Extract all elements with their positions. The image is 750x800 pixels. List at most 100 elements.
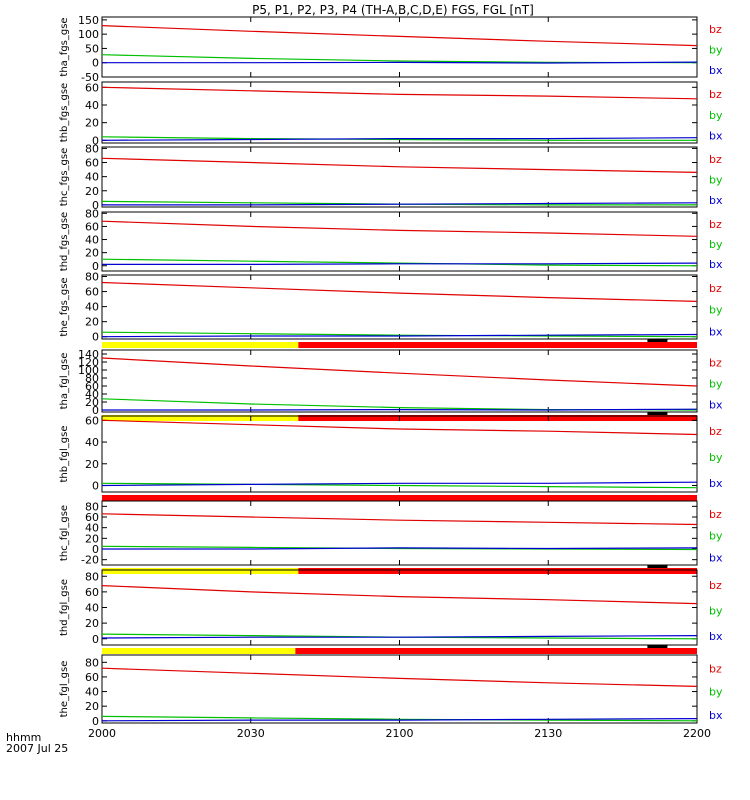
mode-bar-marker [647,645,668,648]
time-axis: 2000 2030 2100 2130 2200 [88,727,711,740]
y-tick-label: 20 [85,316,99,329]
legend-bz: bz [709,282,722,295]
series-line-by [101,54,698,64]
legend-bx: bx [709,194,723,207]
y-tick-label: 0 [92,57,99,70]
series-line-by [101,331,698,338]
series-line-bz [101,281,698,302]
panel-frame [101,569,698,646]
panel-frame [101,274,698,340]
series-line-by [101,715,698,722]
series-line-bx [101,717,698,722]
y-tick-label: 20 [85,458,99,471]
y-tick-label: 60 [85,380,99,393]
y-tick-label: 0 [92,715,99,728]
mode-bar-marker [647,565,668,568]
series-line-bz [101,157,698,173]
y-tick-label: 0 [92,134,99,147]
y-tick-label: -20 [81,554,99,567]
series-line-bx [102,547,698,550]
y-tick-label: 150 [78,14,99,27]
series-line-bx [102,408,698,411]
series-line-by [101,482,698,489]
y-tick-label: 20 [85,247,99,260]
plot-title: P5, P1, P2, P3, P4 (TH-A,B,C,D,E) FGS, F… [252,3,534,17]
legend-bx: bx [709,709,723,722]
y-tick-label: 60 [85,286,99,299]
y-tick-label: 40 [85,686,99,699]
y-tick-label: 80 [85,142,99,155]
panel-frame [101,415,698,493]
legend-by: by [709,43,723,56]
series-line-by [101,136,697,141]
y-tick-label: 60 [85,414,99,427]
legend-bz: bz [709,23,722,36]
y-tick-label: 40 [85,436,99,449]
y-tick-label: 20 [85,396,99,409]
legend-bz: bz [709,508,722,521]
legend-bz: bz [709,218,722,231]
legend-by: by [709,238,723,251]
legend-bz: bz [709,153,722,166]
y-tick-label: 40 [85,522,99,535]
y-tick-label: 60 [85,586,99,599]
series-line-bx [102,262,698,265]
y-tick-label: 40 [85,171,99,184]
series-line-bz [101,357,698,387]
legend-by: by [709,605,723,618]
series-line-by [101,258,698,267]
mode-bar-fast [298,342,697,348]
series-line-bz [101,419,698,436]
panel-frame [101,349,698,413]
y-tick-label: 80 [85,372,99,385]
time-tick-label: 2130 [534,727,562,740]
y-axis-label: thc_fgs_gse [59,148,70,207]
y-tick-label: 140 [78,348,99,361]
y-axis-label: thd_fgl_gse [59,579,70,636]
series-line-bz [101,86,698,100]
legend-bz: bz [709,579,722,592]
legend-bx: bx [709,258,723,271]
y-tick-label: 60 [85,220,99,233]
mode-bar-slow [102,568,299,574]
mode-bar-slow [102,342,299,348]
series-line-bx [101,333,698,338]
y-axis-label: tha_fgl_gse [59,353,70,410]
y-tick-label: 20 [85,185,99,198]
y-tick-label: 80 [85,570,99,583]
y-tick-label: 80 [85,207,99,220]
panel-frame [101,81,698,144]
y-tick-label: 0 [92,479,99,492]
mode-bar-marker [647,412,668,415]
y-tick-label: 60 [85,511,99,524]
legend-by: by [709,304,723,317]
legend-bx: bx [709,64,723,77]
panel-frame [101,654,698,724]
panel-frame [101,500,698,566]
y-axis-label: thc_fgl_gse [59,505,70,561]
time-tick-label: 2100 [386,727,414,740]
mode-bar-fast [295,648,697,654]
y-tick-label: 60 [85,157,99,170]
y-tick-label: 40 [85,301,99,314]
y-axis-label: thd_fgs_gse [59,212,70,271]
legend-bz: bz [709,356,722,369]
legend-bx: bx [709,130,723,143]
legend-bz: bz [709,88,722,101]
panel-frame [101,16,698,78]
series-line-bz [101,25,698,47]
series-line-bz [101,513,698,526]
y-tick-label: 0 [92,331,99,344]
legend-by: by [709,530,723,543]
legend-bz: bz [709,663,722,676]
series-line-bz [101,667,698,687]
mode-bar-fast [102,495,697,501]
mode-bar-fast [298,415,697,421]
panel-frame [101,211,698,272]
